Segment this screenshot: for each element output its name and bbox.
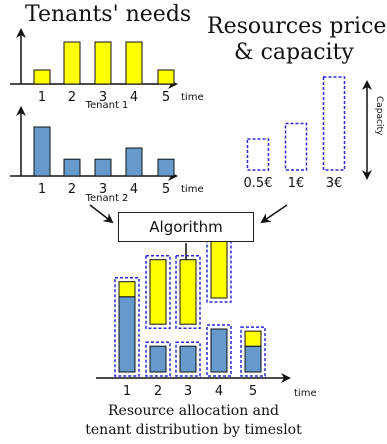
tenant2-tick-5: 5 bbox=[162, 182, 170, 197]
allocation-resource-box-4-1 bbox=[206, 324, 232, 377]
arrow-resources-to-algorithm bbox=[260, 204, 288, 224]
allocation-tenant1-bar-3 bbox=[179, 259, 197, 325]
tenant2-bar-4 bbox=[125, 147, 143, 177]
resource-box-3 bbox=[322, 76, 346, 171]
allocation-resource-box-3-2 bbox=[175, 254, 201, 329]
allocation-tenant2-bar-3 bbox=[179, 345, 197, 373]
allocation-tenant1-bar-4 bbox=[210, 233, 228, 299]
allocation-tick-4: 4 bbox=[215, 384, 223, 399]
tenant2-time-label: time bbox=[181, 184, 204, 195]
allocation-tick-3: 3 bbox=[184, 384, 192, 399]
tenant1-tick-1: 1 bbox=[38, 90, 46, 105]
caption-line2: tenant distribution by timeslot bbox=[85, 422, 302, 438]
resource-box-2 bbox=[284, 122, 308, 171]
allocation-resource-box-2-1 bbox=[145, 341, 171, 377]
allocation-time-label: time bbox=[294, 388, 317, 399]
tenant2-tick-4: 4 bbox=[130, 182, 138, 197]
tenant2-tick-3: 3 bbox=[99, 182, 107, 197]
tenant2-bar-2 bbox=[63, 158, 81, 177]
resource-box-1 bbox=[246, 138, 270, 171]
algorithm-label: Algorithm bbox=[149, 218, 223, 236]
allocation-resource-box-3-1 bbox=[175, 341, 201, 377]
tenant1-bar-4 bbox=[125, 41, 143, 85]
tenant1-bar-3 bbox=[94, 41, 112, 85]
allocation-tenant2-bar-1 bbox=[118, 296, 136, 373]
allocation-tick-2: 2 bbox=[154, 384, 162, 399]
tenant1-chart: 1 2 3 4 5 time Tenant 1 bbox=[10, 28, 204, 111]
tenants-needs-heading: Tenants' needs bbox=[25, 2, 192, 27]
tenant1-bar-1 bbox=[33, 69, 51, 85]
tenant2-tick-2: 2 bbox=[68, 182, 76, 197]
capacity-label: Capacity bbox=[374, 96, 384, 136]
tenant1-bar-5 bbox=[157, 69, 175, 85]
tenant1-tick-2: 2 bbox=[68, 90, 76, 105]
resources-heading-line2: & capacity bbox=[234, 40, 354, 65]
allocation-resource-box-5-1 bbox=[240, 326, 266, 377]
resources-heading-line1: Resources price bbox=[207, 14, 387, 39]
tenant1-tick-5: 5 bbox=[162, 90, 170, 105]
allocation-tick-5: 5 bbox=[249, 384, 257, 399]
allocation-tenant2-bar-4 bbox=[210, 328, 228, 373]
tenant1-time-label: time bbox=[181, 92, 204, 103]
tenant1-tick-4: 4 bbox=[130, 90, 138, 105]
tenant2-bar-3 bbox=[94, 158, 112, 177]
resource-price-1: 0.5€ bbox=[244, 176, 273, 191]
allocation-chart: 1 2 3 4 5 time bbox=[96, 228, 317, 399]
allocation-resource-box-2-2 bbox=[145, 254, 171, 329]
resource-price-2: 1€ bbox=[288, 176, 305, 191]
tenant1-name-label: Tenant 1 bbox=[85, 100, 129, 111]
allocation-tenant1-bar-2 bbox=[149, 259, 167, 325]
allocation-tenant1-bar-1 bbox=[118, 281, 136, 298]
caption-line1: Resource allocation and bbox=[108, 403, 279, 419]
allocation-tick-1: 1 bbox=[123, 384, 131, 399]
tenant2-tick-1: 1 bbox=[38, 182, 46, 197]
tenant1-bar-2 bbox=[63, 41, 81, 85]
allocation-tenant2-bar-5 bbox=[244, 345, 262, 373]
allocation-tenant2-bar-2 bbox=[149, 345, 167, 373]
arrow-tenants-to-algorithm bbox=[89, 204, 114, 224]
resource-price-3: 3€ bbox=[326, 176, 343, 191]
algorithm-box: Algorithm bbox=[118, 212, 254, 242]
resources-panel: 0.5€ 1€ 3€ bbox=[244, 76, 346, 191]
capacity-indicator: Capacity bbox=[362, 80, 384, 180]
allocation-resource-box-1-1 bbox=[114, 276, 140, 377]
tenant2-chart: 1 2 3 4 5 time Tenant 2 bbox=[10, 106, 204, 204]
tenant2-name-label: Tenant 2 bbox=[85, 193, 129, 204]
tenant2-bar-5 bbox=[157, 158, 175, 177]
tenant2-bar-1 bbox=[33, 126, 51, 177]
tenant1-tick-3: 3 bbox=[99, 90, 107, 105]
allocation-tenant1-bar-5 bbox=[244, 330, 262, 347]
